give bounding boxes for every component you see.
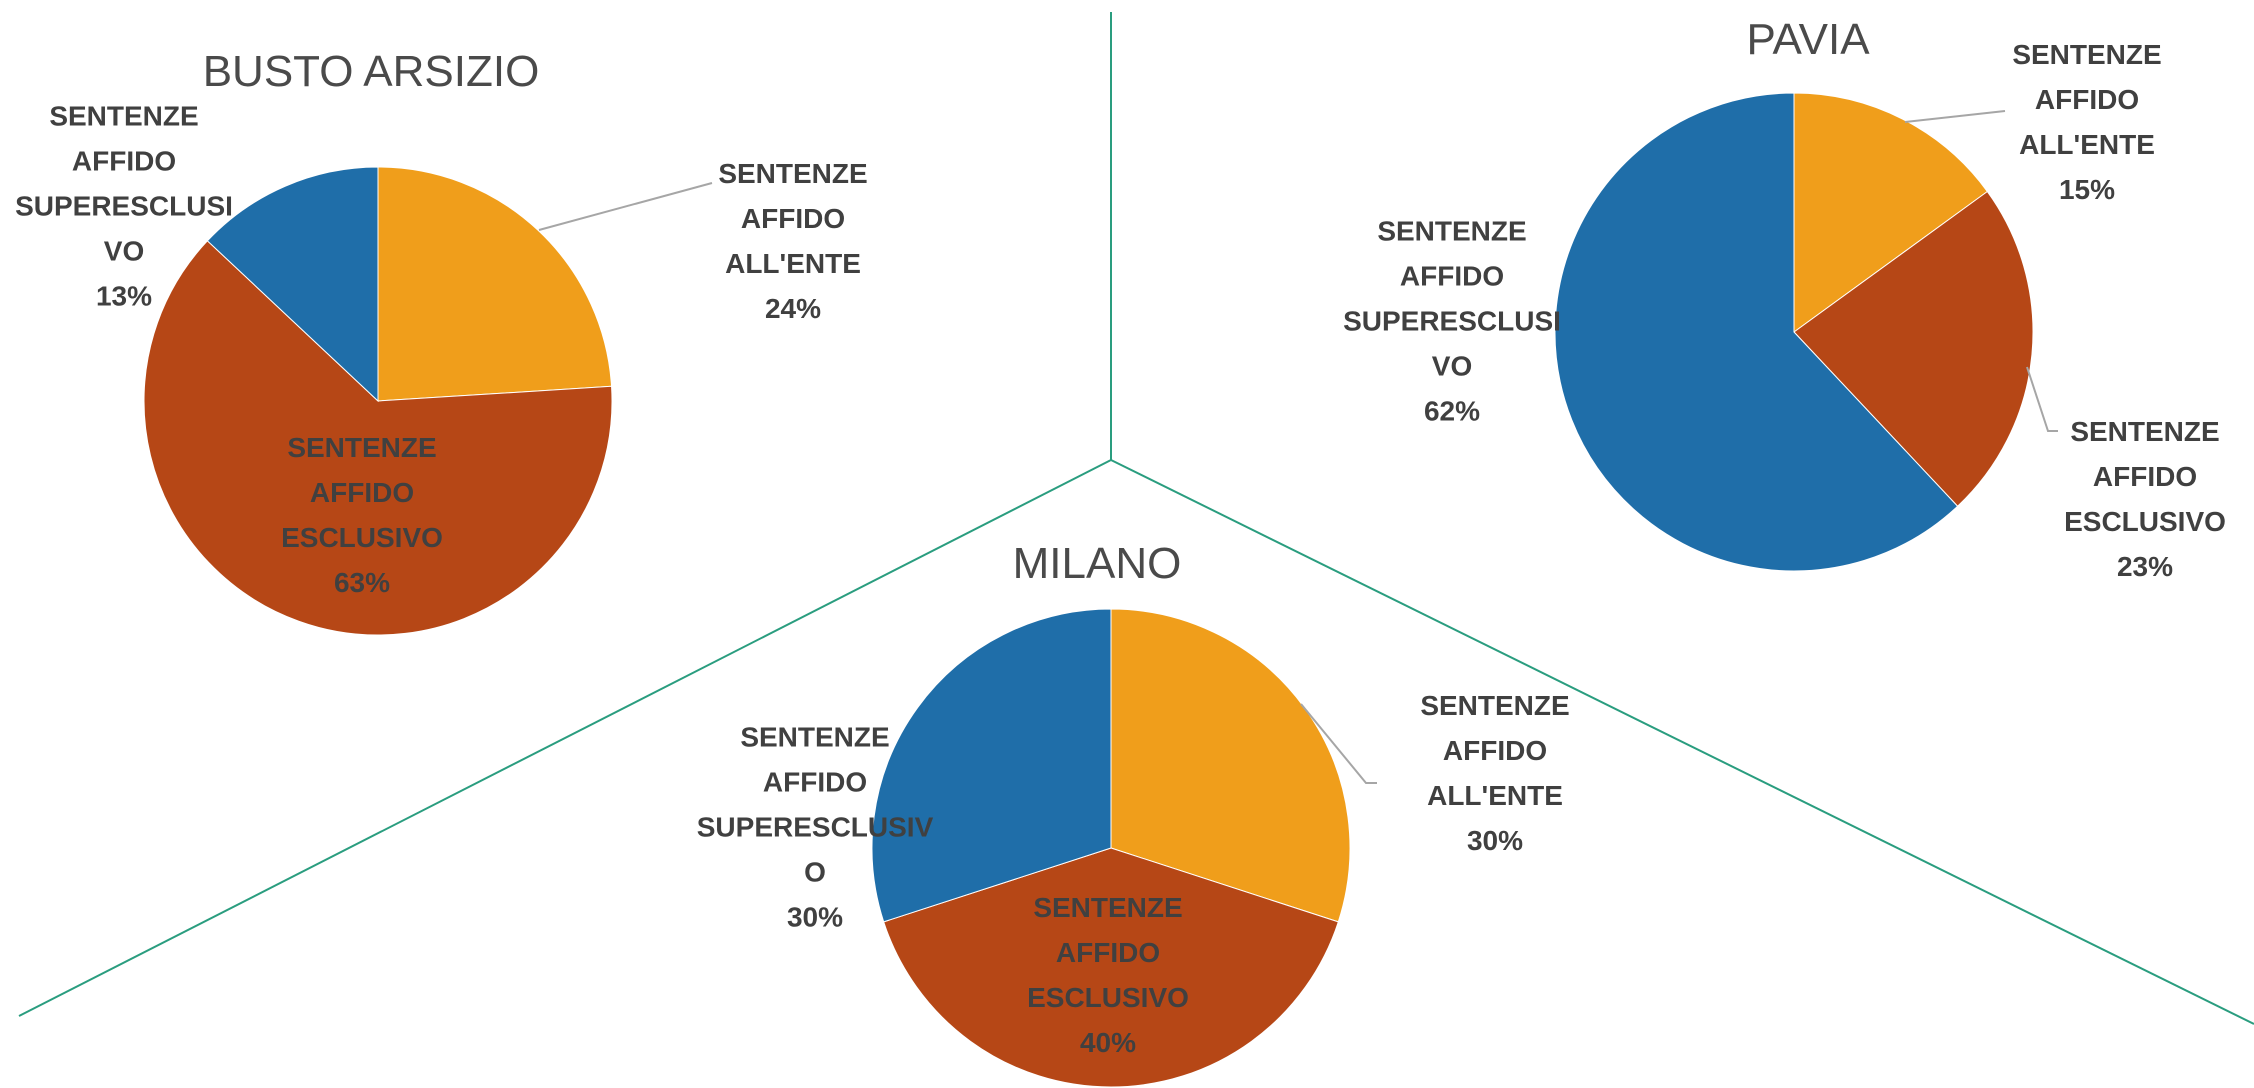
data-label: SENTENZE AFFIDO ALL'ENTE 24% [708, 151, 878, 331]
data-label: SENTENZE AFFIDO ESCLUSIVO 23% [2055, 409, 2235, 589]
data-label: SENTENZE AFFIDO SUPERESCLUSIVO 62% [1340, 209, 1565, 434]
pie-slice [1793, 92, 1989, 333]
pie-slice [1793, 190, 2034, 507]
chart-title: BUSTO ARSIZIO [202, 47, 540, 96]
leader-line [538, 182, 713, 231]
category-name: SENTENZE AFFIDO ALL'ENTE [2012, 39, 2162, 160]
category-name: SENTENZE AFFIDO ESCLUSIVO [2064, 416, 2226, 537]
pie-slice [206, 166, 379, 403]
category-name: SENTENZE AFFIDO SUPERESCLUSIVO [696, 721, 934, 888]
data-label: SENTENZE AFFIDO SUPERESCLUSIVO 13% [12, 94, 237, 319]
chart-title: MILANO [1012, 539, 1182, 588]
category-name: SENTENZE AFFIDO ALL'ENTE [1420, 690, 1570, 811]
pie-slice [377, 166, 613, 402]
category-name: SENTENZE AFFIDO SUPERESCLUSIVO [15, 100, 233, 267]
category-name: SENTENZE AFFIDO ESCLUSIVO [281, 432, 443, 553]
chart-title: PAVIA [1746, 15, 1870, 64]
data-label: SENTENZE AFFIDO ESCLUSIVO 63% [272, 425, 452, 605]
percent-label: 30% [1466, 825, 1524, 856]
dividers [18, 12, 2254, 1025]
percent-label: 15% [2058, 174, 2116, 205]
data-label: SENTENZE AFFIDO ESCLUSIVO 40% [1018, 885, 1198, 1065]
data-label: SENTENZE AFFIDO ALL'ENTE 30% [1375, 683, 1615, 863]
leader-line [1904, 110, 2006, 123]
percent-label: 62% [1423, 395, 1481, 427]
leader-lines [538, 110, 2058, 784]
category-name: SENTENZE AFFIDO ESCLUSIVO [1027, 892, 1189, 1013]
leader-line [2026, 366, 2058, 432]
category-name: SENTENZE AFFIDO ALL'ENTE [718, 158, 868, 279]
pie-slice [883, 847, 1339, 1088]
percent-label: 63% [333, 567, 391, 598]
leader-line [1300, 703, 1377, 784]
percent-label: 23% [2116, 551, 2174, 582]
pie-slice [143, 240, 613, 636]
divider [18, 459, 1112, 1017]
percent-label: 13% [95, 280, 153, 312]
percent-label: 24% [764, 293, 822, 324]
divider [1110, 459, 2254, 1025]
percent-label: 30% [786, 901, 844, 933]
pie-slice [871, 608, 1112, 923]
pies [143, 92, 2034, 1088]
data-label: SENTENZE AFFIDO SUPERESCLUSIVO 30% [690, 715, 940, 940]
data-label: SENTENZE AFFIDO ALL'ENTE 15% [2002, 32, 2172, 212]
pie-slice [1554, 92, 1959, 572]
category-name: SENTENZE AFFIDO SUPERESCLUSIVO [1343, 215, 1561, 382]
percent-label: 40% [1079, 1027, 1137, 1058]
